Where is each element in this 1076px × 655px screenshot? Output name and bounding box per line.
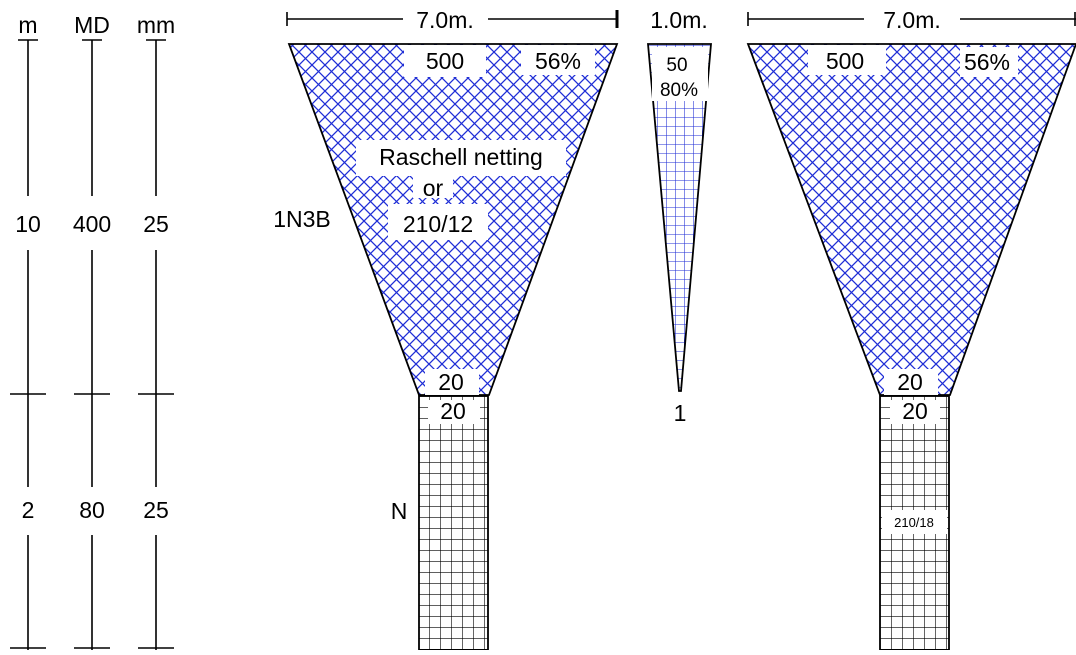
scale-column-m [10,39,46,650]
section2-md-value: 80 [79,497,105,523]
scale-header-m: m [18,12,37,38]
middle-body-mesh [647,43,712,392]
right-material-backdrop [882,510,947,534]
section1-m-value: 10 [15,211,41,237]
left-width-dimension [286,10,619,28]
right-body-mesh [746,43,1076,396]
left-extension-label-backdrop [428,400,480,424]
right-panel: 7.0m. 500 56% 20 20 210/18 [746,7,1076,651]
left-bottom-meshes: 20 [438,369,464,395]
right-label-backdrops [808,45,1018,395]
section2-mm-value: 25 [143,497,169,523]
left-taper: 56% [535,48,581,74]
middle-top-meshes: 50 [666,55,687,76]
middle-panel: 1.0m. 50 80% 1 [647,7,712,426]
scale-column-md [74,39,110,650]
right-bottom-meshes: 20 [897,369,923,395]
right-width-dimension [747,12,1076,26]
scale-column-mm [138,39,174,650]
scale-header-md: MD [74,12,110,38]
left-width-label: 7.0m. [416,7,474,33]
right-extension-label-backdrop [890,400,940,424]
middle-taper: 80% [660,80,698,101]
left-extension-mesh [418,395,489,651]
left-extension-meshes: 20 [440,398,466,424]
middle-label-backdrop [652,47,708,101]
right-extension-material: 210/18 [894,515,934,530]
left-panel: 7.0m. 500 56% Raschell netting or 210/12… [273,7,619,651]
section2-m-value: 2 [22,497,35,523]
left-material-line3: 210/12 [403,211,473,237]
section1-mm-value: 25 [143,211,169,237]
right-extension-meshes: 20 [902,398,928,424]
right-width-label: 7.0m. [883,7,941,33]
scale-columns: m MD mm 10 400 25 2 80 25 [10,12,175,650]
left-side-code: 1N3B [273,206,331,232]
left-label-backdrops [356,45,595,395]
section1-md-value: 400 [73,211,111,237]
left-material-line1: Raschell netting [379,144,543,170]
left-top-meshes: 500 [426,48,464,74]
middle-width-label: 1.0m. [650,7,708,33]
scale-header-mm: mm [137,12,175,38]
middle-bottom-meshes: 1 [674,400,687,426]
right-top-meshes: 500 [826,48,864,74]
left-extension-side-code: N [391,498,408,524]
right-taper: 56% [964,49,1010,75]
left-material-line2: or [423,175,444,201]
